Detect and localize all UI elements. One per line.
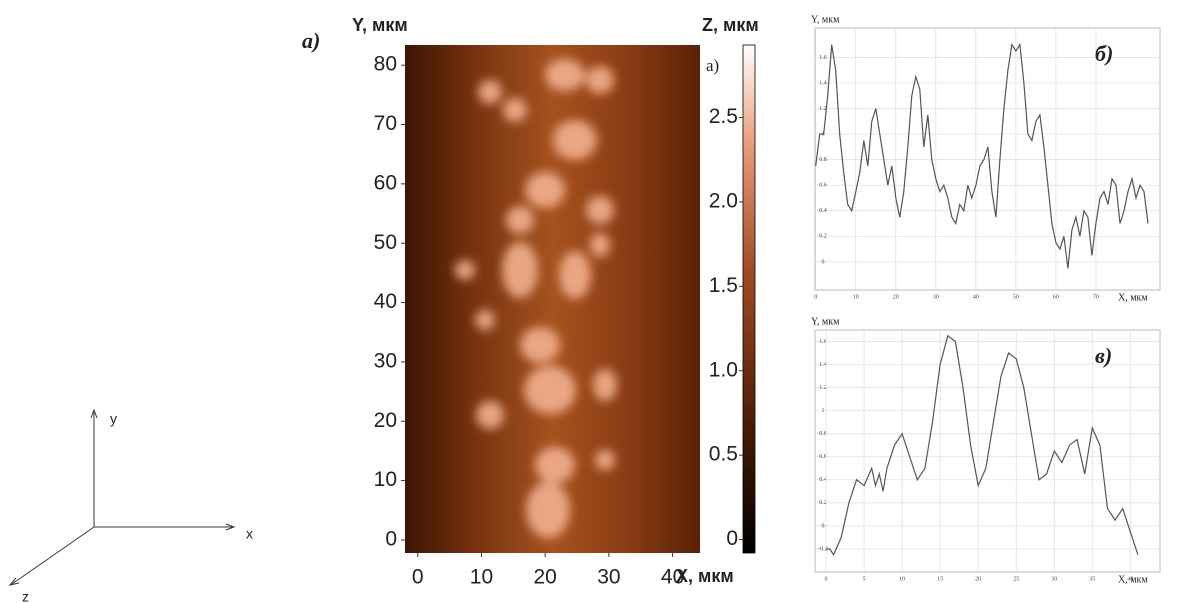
- y-tick-label: 1.6: [819, 55, 827, 61]
- x-tick-label: 20: [975, 576, 981, 582]
- y-tick-label: 0.8: [819, 431, 827, 437]
- y-tick-label: 50: [374, 231, 397, 254]
- y-tick-label: 0: [822, 523, 825, 529]
- x-tick-label: 30: [1051, 576, 1057, 582]
- y-axis-label: Y, мкм: [811, 14, 840, 25]
- profile-line: [815, 42, 1149, 269]
- y-tick-label: 30: [374, 349, 397, 372]
- x-tick-label: 10: [470, 566, 493, 589]
- x-tick-label: 70: [1093, 294, 1099, 300]
- colorbar-tick-label: 0.5: [709, 443, 738, 466]
- y-tick-label: 1.6: [819, 339, 827, 345]
- y-tick-label: 70: [374, 112, 397, 135]
- y-tick-label: 1.4: [819, 362, 827, 368]
- y-tick-label: -0.2: [818, 546, 828, 552]
- x-tick-label: 0: [412, 566, 424, 589]
- x-tick-label: 10: [853, 294, 859, 300]
- x-tick-label: 5: [863, 576, 866, 582]
- y-tick-label: 20: [374, 409, 397, 432]
- axis-label: y: [110, 411, 117, 427]
- x-tick-label: 40: [973, 294, 979, 300]
- x-axis-label: X, мкм: [676, 566, 734, 586]
- y-axis-label: Y, мкм: [352, 15, 408, 35]
- panel-label: б): [1095, 41, 1113, 66]
- y-tick-label: 0.8: [819, 157, 827, 163]
- x-tick-label: 15: [937, 576, 943, 582]
- x-tick-label: 30: [597, 566, 620, 589]
- y-tick-label: 0: [822, 259, 825, 265]
- x-tick-label: 0: [825, 576, 828, 582]
- y-tick-label: 0.4: [819, 477, 827, 483]
- y-axis-label: Y, мкм: [811, 316, 840, 327]
- y-tick-label: 10: [374, 468, 397, 491]
- x-tick-label: 20: [533, 566, 556, 589]
- y-tick-label: 0.2: [819, 234, 827, 240]
- y-tick-label: 0: [385, 527, 397, 550]
- y-tick-label: 0.2: [819, 500, 827, 506]
- panel-label: a): [302, 28, 320, 53]
- axis-label: x: [246, 526, 253, 542]
- x-tick-label: 50: [1013, 294, 1019, 300]
- colorbar-tick-label: 1.5: [709, 274, 738, 297]
- axes-diagram: [8, 408, 236, 586]
- axis-label: z: [22, 589, 29, 603]
- profile-line: [826, 334, 1139, 556]
- x-tick-label: 35: [1089, 576, 1095, 582]
- y-tick-label: 60: [374, 171, 397, 194]
- x-tick-label: 0: [814, 294, 817, 300]
- x-tick-label: 40: [661, 566, 684, 589]
- y-tick-label: 1.2: [819, 106, 827, 112]
- y-tick-label: 1: [822, 408, 825, 414]
- colorbar-sublabel: a): [706, 56, 719, 75]
- y-tick-label: 0.6: [819, 183, 827, 189]
- y-tick-label: 1.4: [819, 80, 827, 86]
- y-tick-label: 40: [374, 290, 397, 313]
- plot-frame: [814, 329, 1161, 573]
- x-axis-label: X, мкм: [1118, 574, 1148, 585]
- colorbar-tick-label: 0: [726, 527, 738, 550]
- x-tick-label: 25: [1013, 576, 1019, 582]
- x-tick-label: 10: [899, 576, 905, 582]
- plot-frame: [814, 27, 1161, 291]
- x-tick-label: 30: [933, 294, 939, 300]
- panel-label: в): [1095, 343, 1112, 368]
- y-tick-label: 80: [374, 53, 397, 76]
- colorbar-tick-label: 1.0: [709, 358, 738, 381]
- colorbar: [742, 44, 756, 554]
- x-axis-label: X, мкм: [1118, 292, 1148, 303]
- afm-image: [405, 45, 700, 553]
- x-tick-label: 20: [893, 294, 899, 300]
- colorbar-label: Z, мкм: [702, 15, 759, 35]
- y-tick-label: 1.2: [819, 385, 827, 391]
- y-tick-label: 0.4: [819, 208, 827, 214]
- x-tick-label: 40: [1127, 576, 1133, 582]
- colorbar-tick-label: 2.5: [709, 105, 738, 128]
- colorbar-tick-label: 2.0: [709, 190, 738, 213]
- x-tick-label: 60: [1053, 294, 1059, 300]
- y-tick-label: 0.6: [819, 454, 827, 460]
